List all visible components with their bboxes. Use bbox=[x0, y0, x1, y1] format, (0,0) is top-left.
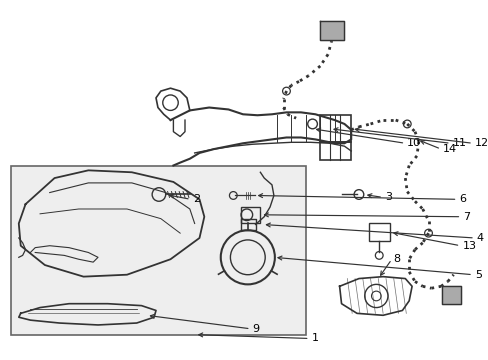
Bar bbox=[368, 224, 389, 241]
Polygon shape bbox=[320, 21, 344, 40]
Text: 12: 12 bbox=[474, 138, 488, 148]
Bar bbox=[241, 207, 260, 222]
Bar bbox=[11, 166, 305, 334]
Bar bbox=[320, 142, 350, 160]
Text: 9: 9 bbox=[252, 324, 259, 334]
Bar bbox=[320, 115, 350, 142]
Text: 11: 11 bbox=[452, 138, 466, 148]
Text: 14: 14 bbox=[442, 144, 456, 154]
Text: 6: 6 bbox=[459, 194, 466, 204]
Text: 3: 3 bbox=[384, 192, 391, 202]
Text: 4: 4 bbox=[476, 233, 483, 243]
Text: 8: 8 bbox=[393, 254, 400, 264]
Text: 7: 7 bbox=[462, 212, 469, 222]
Polygon shape bbox=[441, 286, 461, 304]
Text: 5: 5 bbox=[474, 270, 481, 280]
Text: 2: 2 bbox=[192, 194, 200, 204]
Text: 1: 1 bbox=[311, 333, 318, 343]
Text: 10: 10 bbox=[407, 138, 420, 148]
Text: 13: 13 bbox=[461, 241, 475, 251]
